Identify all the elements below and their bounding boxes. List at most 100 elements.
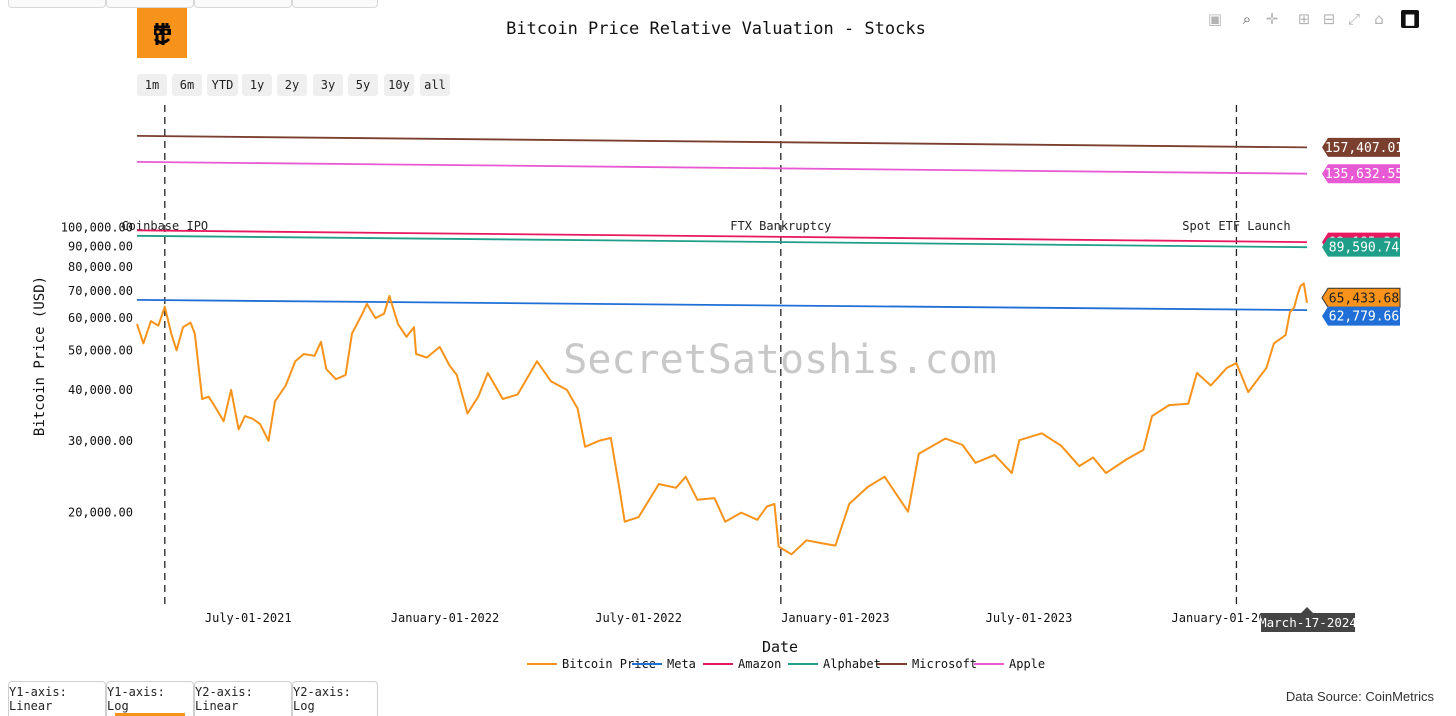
legend-label: Microsoft — [912, 657, 977, 671]
y-tick-label: 50,000.00 — [68, 343, 133, 357]
reset-axes-icon[interactable]: ⌂ — [1374, 10, 1384, 28]
zoom-in-icon[interactable]: ⊞ — [1297, 10, 1311, 28]
axis-tab-label: Y2-axis: Linear — [195, 685, 253, 713]
legend-label: Bitcoin Price — [562, 657, 656, 671]
hover-date-label: March-17-2024 — [1259, 607, 1357, 632]
end-label-value: 92,185.36 — [1329, 236, 1399, 251]
series-line-microsoft — [136, 135, 1308, 149]
series-line-alphabet — [136, 234, 1308, 249]
data-source: Data Source: CoinMetrics — [1285, 689, 1434, 704]
hover-date-text: March-17-2024 — [1259, 615, 1357, 630]
top-tab-1[interactable] — [8, 0, 106, 8]
end-label-alphabet: 89,590.74 — [1322, 237, 1400, 257]
legend-item-meta[interactable]: Meta — [632, 657, 696, 671]
end-label-microsoft: 157,407.01 — [1322, 137, 1403, 157]
end-label-box — [1322, 306, 1400, 326]
end-label-bitcoin-price: 65,433.68 — [1321, 287, 1401, 308]
series-line-amazon — [136, 229, 1308, 243]
y-tick-label: 70,000.00 — [68, 284, 133, 298]
x-tick-label: January-01-2022 — [391, 611, 499, 625]
camera-icon[interactable]: ▣ — [1207, 10, 1223, 28]
end-label-value: 89,590.74 — [1329, 241, 1400, 256]
series-line-meta — [136, 299, 1308, 311]
axis-tab-label: Y2-axis: Log — [293, 685, 351, 713]
range-button-ytd[interactable]: YTD — [207, 74, 238, 96]
active-tab-indicator — [115, 713, 185, 716]
hover-pointer — [1301, 607, 1314, 613]
legend-label: Apple — [1009, 657, 1045, 671]
x-tick-label: January-01-2024 — [1172, 611, 1280, 625]
top-tab-4[interactable] — [292, 0, 378, 8]
range-button-5y[interactable]: 5y — [348, 74, 378, 96]
autoscale-icon[interactable]: ⤢ — [1347, 10, 1360, 28]
zoom-out-icon[interactable]: ⊟ — [1322, 10, 1336, 28]
legend-item-bitcoin-price[interactable]: Bitcoin Price — [527, 657, 656, 671]
pan-icon[interactable]: ✛ — [1265, 10, 1279, 28]
end-label-box — [1322, 237, 1400, 257]
axis-tab-y1-axis-linear[interactable]: Y1-axis: Linear — [8, 681, 106, 716]
legend-item-apple[interactable]: Apple — [974, 657, 1045, 671]
legend-item-amazon[interactable]: Amazon — [703, 657, 781, 671]
end-label-box — [1321, 287, 1401, 308]
series-line-bitcoin-price — [136, 282, 1308, 556]
end-label-meta: 62,779.66 — [1322, 306, 1400, 326]
axis-tab-y1-axis-log[interactable]: Y1-axis: Log — [106, 681, 194, 716]
end-label-box — [1322, 164, 1400, 184]
legend: Bitcoin Price Meta Amazon Alphabet Microsoft… — [527, 657, 1045, 671]
y-tick-label: 60,000.00 — [68, 311, 133, 325]
range-button-all[interactable]: all — [420, 74, 450, 96]
y-axis-ticks: 20,000.00 30,000.00 40,000.00 50,000.00 60,0… — [61, 221, 133, 520]
range-button-1y[interactable]: 1y — [242, 74, 272, 96]
range-button-3y[interactable]: 3y — [313, 74, 343, 96]
x-axis-label: Date — [762, 638, 798, 656]
end-label-value: 65,433.68 — [1329, 291, 1399, 306]
y-tick-label: 80,000.00 — [68, 260, 133, 274]
axis-tab-y2-axis-linear[interactable]: Y2-axis: Linear — [194, 681, 292, 716]
plotly-logo-icon[interactable]: ▇ — [1401, 10, 1419, 28]
secret-satoshis-logo — [137, 8, 187, 58]
end-label-box — [1322, 232, 1400, 252]
range-button-10y[interactable]: 10y — [384, 74, 414, 96]
end-label-amazon: 92,185.36 — [1322, 232, 1400, 252]
legend-item-alphabet[interactable]: Alphabet — [788, 657, 881, 671]
range-button-2y[interactable]: 2y — [277, 74, 307, 96]
top-tab-strip — [0, 0, 380, 8]
series-lines — [136, 135, 1308, 556]
top-tab-3[interactable] — [194, 0, 292, 8]
event-label: Spot ETF Launch — [1182, 219, 1290, 233]
y-tick-label: 30,000.00 — [68, 434, 133, 448]
axis-tab-label: Y1-axis: Linear — [9, 685, 67, 713]
x-tick-label: July-01-2021 — [205, 611, 292, 625]
axis-tab-y2-axis-log[interactable]: Y2-axis: Log — [292, 681, 378, 716]
top-tab-2[interactable] — [106, 0, 194, 8]
range-button-1m[interactable]: 1m — [137, 74, 167, 96]
y-tick-label: 20,000.00 — [68, 506, 133, 520]
legend-item-microsoft[interactable]: Microsoft — [877, 657, 977, 671]
hover-box — [1261, 613, 1356, 632]
range-button-6m[interactable]: 6m — [172, 74, 202, 96]
y-axis-label: Bitcoin Price (USD) — [32, 276, 48, 436]
end-label-value: 135,632.55 — [1325, 167, 1403, 182]
series-line-apple — [136, 161, 1308, 175]
axis-tab-label: Y1-axis: Log — [107, 685, 165, 713]
event-markers: Coinbase IPO FTX Bankruptcy Spot ETF Launc… — [121, 105, 1291, 606]
event-label: Coinbase IPO — [121, 219, 208, 233]
bitcoin-face-icon — [153, 23, 171, 45]
x-tick-label: January-01-2023 — [781, 611, 889, 625]
y-tick-label: 40,000.00 — [68, 383, 133, 397]
x-tick-label: July-01-2023 — [986, 611, 1073, 625]
end-label-box — [1322, 137, 1400, 157]
y-tick-label: 100,000.00 — [61, 221, 133, 235]
x-axis-ticks: July-01-2021 January-01-2022 July-01-2022 J… — [205, 611, 1280, 625]
y-tick-label: 90,000.00 — [68, 239, 133, 253]
legend-label: Amazon — [738, 657, 781, 671]
x-tick-label: July-01-2022 — [595, 611, 682, 625]
end-label-value: 157,407.01 — [1325, 141, 1403, 156]
end-label-apple: 135,632.55 — [1322, 164, 1403, 184]
watermark: SecretSatoshis.com — [563, 337, 996, 383]
zoom-icon[interactable]: ⌕ — [1242, 10, 1252, 28]
end-label-value: 62,779.66 — [1329, 310, 1399, 325]
event-label: FTX Bankruptcy — [730, 219, 831, 233]
